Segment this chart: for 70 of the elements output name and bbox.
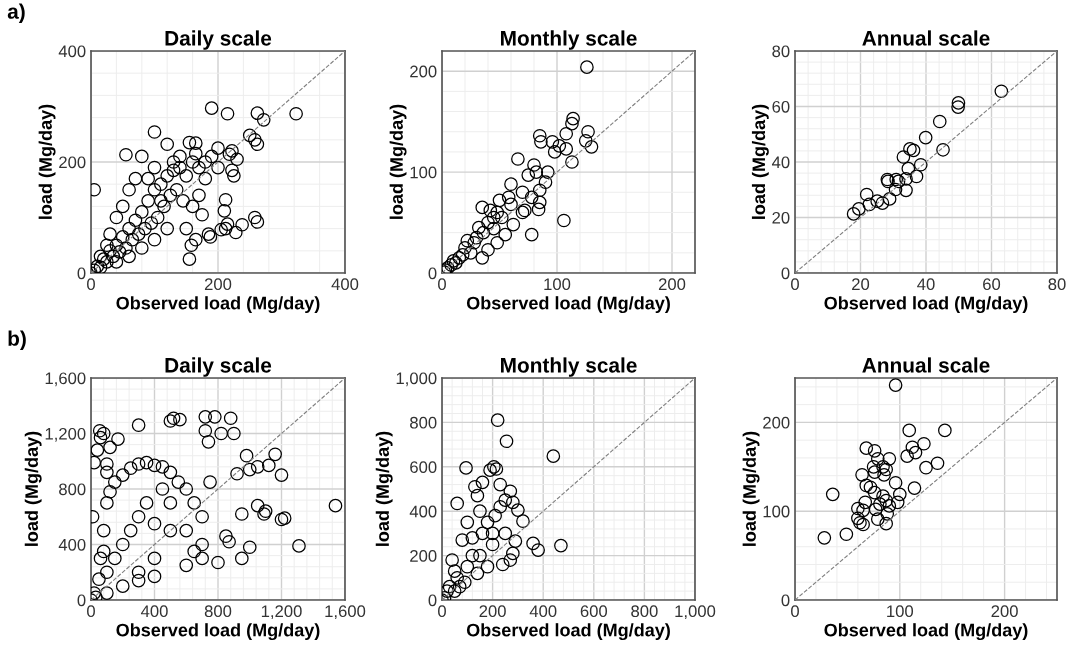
x-tick-label: 200	[991, 605, 1018, 618]
x-tick-label: 400	[331, 278, 359, 291]
x-tick-label: 800	[631, 605, 658, 618]
chart-title: Daily scale	[165, 357, 272, 377]
y-axis-title: load (Mg/day)	[375, 431, 393, 546]
x-tick-label: 400	[529, 605, 557, 618]
x-tick-label: 1,200	[261, 605, 302, 620]
x-tick-label: 0	[87, 278, 95, 291]
y-tick-label: 0	[428, 594, 437, 607]
y-tick-label: 80	[772, 45, 790, 58]
y-axis-title: load (Mg/day)	[742, 431, 760, 546]
x-tick-label: 1,000	[675, 605, 716, 620]
y-axis-title: load (Mg/day)	[38, 104, 56, 219]
chart-title: Monthly scale	[501, 357, 637, 377]
x-axis-title: Observed load (Mg/day)	[466, 623, 670, 641]
x-tick-label: 800	[204, 605, 232, 618]
y-tick-label: 1,000	[396, 372, 437, 387]
y-axis-title: load (Mg/day)	[24, 431, 42, 546]
x-tick-label: 60	[983, 278, 1001, 291]
x-tick-label: 0	[87, 605, 95, 618]
x-tick-label: 0	[791, 605, 799, 618]
y-tick-label: 200	[410, 550, 437, 562]
y-tick-label: 100	[410, 166, 437, 179]
x-axis-title: Observed load (Mg/day)	[824, 296, 1028, 314]
y-tick-label: 400	[58, 538, 86, 551]
y-tick-label: 60	[772, 100, 790, 113]
x-tick-label: 200	[204, 278, 232, 291]
y-axis-title: load (Mg/day)	[751, 104, 769, 219]
x-tick-label: 100	[887, 605, 914, 618]
y-tick-label: 400	[58, 45, 86, 58]
y-tick-label: 1,200	[45, 427, 86, 442]
x-axis-title: Observed load (Mg/day)	[116, 623, 320, 641]
y-tick-label: 800	[59, 483, 86, 496]
y-tick-label: 100	[763, 505, 790, 518]
y-tick-label: 0	[77, 267, 86, 280]
x-tick-label: 40	[917, 278, 935, 291]
x-tick-label: 1,600	[325, 605, 366, 620]
x-axis-title: Observed load (Mg/day)	[466, 296, 670, 314]
text: b)	[8, 330, 26, 350]
y-tick-label: 0	[428, 267, 437, 280]
y-tick-label: 20	[772, 211, 790, 224]
y-tick-label: 0	[77, 594, 86, 607]
chart-title: Monthly scale	[501, 30, 637, 50]
y-tick-label: 400	[409, 505, 437, 518]
y-tick-label: 40	[771, 156, 790, 169]
chart-title: Annual scale	[862, 30, 990, 46]
y-tick-label: 200	[410, 65, 437, 78]
x-tick-label: 200	[479, 605, 506, 618]
x-tick-label: 600	[580, 605, 608, 618]
x-axis-title: Observed load (Mg/day)	[824, 623, 1028, 641]
y-tick-label: 800	[410, 416, 437, 429]
x-axis-title: Observed load (Mg/day)	[116, 296, 320, 314]
x-tick-label: 100	[544, 278, 571, 291]
text: a)	[7, 3, 25, 23]
x-tick-label: 0	[438, 605, 446, 618]
x-tick-label: 0	[438, 278, 446, 291]
y-tick-label: 0	[781, 594, 790, 607]
y-tick-label: 600	[410, 461, 437, 473]
chart-title: Daily scale	[165, 30, 272, 50]
y-tick-label: 200	[763, 416, 790, 429]
y-axis-title: load (Mg/day)	[389, 104, 407, 219]
x-tick-label: 400	[140, 605, 168, 618]
chart-title: Annual scale	[862, 357, 990, 373]
y-tick-label: 0	[781, 267, 790, 280]
x-tick-label: 20	[852, 278, 870, 291]
y-tick-label: 1,600	[45, 372, 86, 387]
x-tick-label: 0	[791, 278, 799, 291]
y-tick-label: 200	[59, 156, 86, 169]
x-tick-label: 200	[658, 278, 686, 291]
x-tick-label: 80	[1048, 278, 1066, 291]
